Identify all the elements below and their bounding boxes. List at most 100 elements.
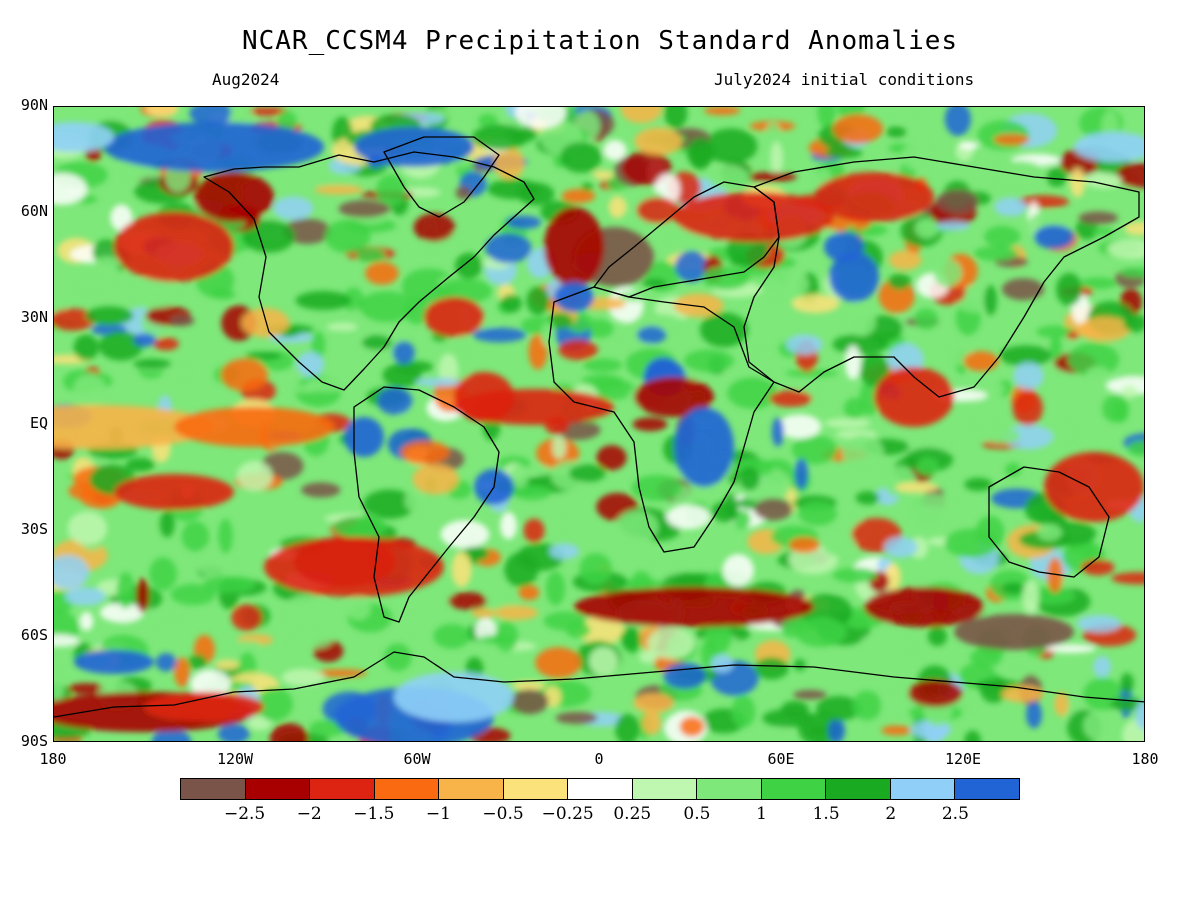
anomaly-patch bbox=[914, 217, 939, 239]
anomaly-patch bbox=[593, 170, 614, 180]
anomaly-patch bbox=[755, 348, 769, 381]
anomaly-patch bbox=[68, 482, 99, 500]
anomaly-patch bbox=[295, 291, 352, 311]
lon-label-0: 0 bbox=[594, 750, 604, 768]
anomaly-patch bbox=[848, 613, 870, 628]
anomaly-patch bbox=[67, 511, 108, 545]
map-panel bbox=[53, 106, 1145, 742]
anomaly-patch bbox=[242, 219, 296, 253]
anomaly-patch bbox=[345, 596, 371, 621]
anomaly-patch bbox=[983, 285, 997, 316]
anomaly-patch bbox=[217, 723, 250, 741]
anomaly-patch bbox=[1046, 167, 1068, 187]
anomaly-patch bbox=[927, 626, 948, 647]
anomaly-patch bbox=[283, 218, 332, 245]
anomaly-patch bbox=[686, 137, 715, 167]
colorbar-swatch bbox=[826, 779, 891, 799]
anomaly-patch bbox=[415, 377, 462, 387]
anomaly-patch bbox=[73, 373, 107, 407]
map-title: NCAR_CCSM4 Precipitation Standard Anomal… bbox=[241, 26, 959, 56]
colorbar-tick-label: −0.5 bbox=[482, 804, 524, 824]
anomaly-patch bbox=[1054, 691, 1069, 717]
lon-label-60w: 60W bbox=[403, 750, 431, 768]
anomaly-patch bbox=[608, 196, 627, 219]
lon-label-120w: 120W bbox=[216, 750, 254, 768]
anomaly-patch bbox=[144, 692, 264, 722]
anomaly-patch bbox=[221, 358, 268, 392]
colorbar-tick-label: −0.25 bbox=[541, 804, 594, 824]
anomaly-patch bbox=[448, 592, 488, 610]
anomaly-patch bbox=[1127, 440, 1144, 457]
colorbar-tick-label: −2.5 bbox=[223, 804, 266, 824]
anomaly-patch bbox=[852, 690, 882, 721]
anomaly-patch bbox=[568, 464, 606, 483]
anomaly-patch bbox=[181, 521, 210, 552]
anomaly-patch bbox=[314, 669, 368, 678]
anomaly-patch bbox=[54, 634, 80, 647]
anomaly-patch bbox=[765, 122, 781, 142]
anomaly-patch bbox=[886, 107, 916, 122]
coast-greenland bbox=[383, 136, 500, 218]
anomaly-patch bbox=[632, 417, 668, 432]
anomaly-patch bbox=[77, 277, 116, 294]
anomaly-patch bbox=[545, 571, 566, 606]
anomaly-patch bbox=[1080, 559, 1115, 576]
anomaly-patch bbox=[888, 250, 922, 271]
anomaly-patch bbox=[1124, 221, 1144, 236]
anomaly-patch bbox=[245, 351, 282, 361]
anomaly-patch bbox=[1001, 278, 1045, 301]
anomaly-patch bbox=[561, 189, 596, 204]
anomaly-patch bbox=[588, 646, 619, 676]
anomaly-patch bbox=[1013, 362, 1044, 390]
anomaly-patch bbox=[1078, 316, 1131, 342]
anomaly-patch bbox=[701, 266, 750, 290]
anomaly-patch bbox=[455, 332, 470, 357]
anomaly-patch bbox=[794, 616, 847, 648]
forecast-month: Aug2024 bbox=[212, 70, 280, 89]
anomaly-patch bbox=[1056, 272, 1083, 306]
anomaly-patch bbox=[511, 680, 546, 691]
anomaly-patch bbox=[1036, 523, 1063, 541]
anomaly-patch bbox=[231, 640, 262, 649]
anomaly-patch bbox=[215, 659, 240, 670]
anomaly-patch bbox=[231, 604, 262, 631]
anomaly-patch bbox=[933, 258, 962, 288]
lon-label-120e: 120E bbox=[944, 750, 982, 768]
anomaly-patch bbox=[771, 417, 785, 447]
anomaly-patch bbox=[1123, 313, 1144, 333]
colorbar-swatch bbox=[439, 779, 504, 799]
anomaly-patch bbox=[344, 417, 384, 457]
anomaly-patch bbox=[392, 341, 415, 365]
anomaly-patch bbox=[1086, 366, 1109, 379]
anomaly-patch bbox=[174, 657, 190, 688]
anomaly-patch bbox=[326, 322, 358, 332]
anomaly-patch bbox=[621, 151, 672, 186]
anomaly-patch bbox=[1120, 672, 1134, 694]
anomaly-patch bbox=[583, 358, 623, 372]
anomaly-patch bbox=[79, 611, 94, 631]
colorbar-tick-label: 0.25 bbox=[613, 804, 652, 824]
anomaly-patch bbox=[540, 321, 555, 347]
anomaly-patch bbox=[549, 543, 580, 560]
anomaly-patch bbox=[616, 579, 667, 589]
anomaly-patch bbox=[1045, 644, 1096, 654]
colorbar-swatch bbox=[632, 779, 698, 799]
anomaly-patch bbox=[793, 689, 827, 700]
anomaly-patch bbox=[791, 434, 838, 465]
anomaly-patch bbox=[631, 474, 683, 502]
anomaly-patch bbox=[886, 126, 907, 138]
lon-label-180w: 180 bbox=[39, 750, 67, 768]
anomaly-patch bbox=[1107, 239, 1144, 260]
anomaly-patch bbox=[901, 141, 930, 171]
anomaly-patch bbox=[999, 345, 1053, 367]
anomaly-patch bbox=[518, 585, 540, 601]
lat-label-90n: 90N bbox=[20, 96, 48, 114]
anomaly-patch bbox=[85, 306, 134, 326]
anomaly-patch bbox=[581, 182, 594, 192]
anomaly-patch bbox=[832, 567, 878, 583]
anomaly-patch bbox=[881, 725, 912, 736]
anomaly-patch bbox=[196, 545, 237, 579]
anomaly-patch bbox=[1012, 390, 1044, 426]
anomaly-patch bbox=[485, 233, 532, 264]
anomaly-patch bbox=[424, 297, 484, 337]
